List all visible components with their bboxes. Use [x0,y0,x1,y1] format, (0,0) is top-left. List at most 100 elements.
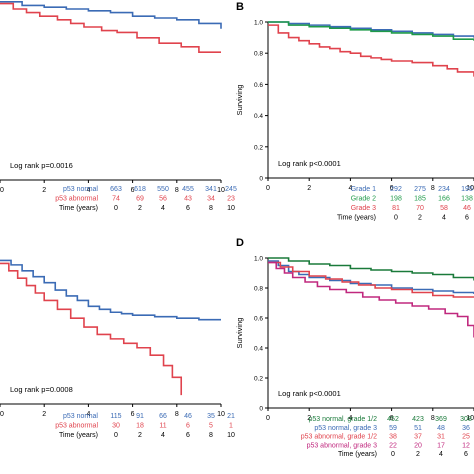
risk-table-time-value: 4 [442,215,446,222]
y-tick-label: 1.0 [254,256,263,263]
log-rank-annotation: Log rank p<0.0001 [278,159,341,168]
risk-table-value: 23 [227,196,235,203]
risk-table-value: 22 [389,442,397,449]
risk-table-label: Grade 2 [351,196,376,203]
x-tick-label: 2 [42,411,46,418]
risk-table-value: 17 [437,442,445,449]
risk-table-value: 31 [437,434,445,441]
risk-table-value: 11 [159,423,166,430]
risk-table-time-value: 4 [439,451,443,458]
y-tick-label: 0.2 [254,376,263,383]
risk-table-label: p53 normal [63,413,98,420]
risk-table-label: Grade 3 [351,205,376,212]
y-tick-label: 0.6 [254,82,263,89]
risk-table-time-value: 2 [416,451,420,458]
risk-table-time-value: 6 [186,205,190,212]
km-curve-p53-abnormal-grade-1-2 [268,261,474,298]
risk-table-time-label: Time (years) [59,205,98,212]
risk-table-label: Grade 1 [351,186,376,193]
risk-table-value: 245 [225,186,237,193]
y-tick-label: 1.0 [254,20,263,27]
risk-table-label: p53 abnormal [55,196,98,203]
y-axis-label: Surviving [235,318,244,349]
risk-table-value: 198 [390,196,402,203]
x-tick-label: 2 [307,185,311,192]
risk-table-value: 58 [440,205,448,212]
risk-table-time-label: Time (years) [338,451,377,458]
km-curve-p53-abnormal-grade-3 [268,261,474,338]
risk-table-value: 423 [412,416,424,423]
risk-table-value: 59 [389,425,397,432]
risk-table-time-value: 0 [394,215,398,222]
risk-table-time-value: 6 [465,215,469,222]
risk-table-value: 234 [438,186,450,193]
risk-table-time-label: Time (years) [337,215,376,222]
log-rank-annotation: Log rank p<0.0001 [278,389,341,398]
x-tick-label: 6 [390,415,394,422]
risk-table-value: 46 [463,205,471,212]
x-tick-label: 4 [348,185,352,192]
risk-table-value: 308 [460,416,472,423]
risk-table-time-value: 0 [114,205,118,212]
risk-table-label: p53 normal [63,186,98,193]
log-rank-annotation: Log rank p=0.0008 [10,385,73,394]
risk-table-time-value: 6 [186,432,190,439]
x-tick-label: 0 [0,411,4,418]
risk-table-value: 6 [186,423,190,430]
x-tick-label: 0 [0,187,4,194]
risk-table-value: 5 [209,423,213,430]
risk-table-value: 30 [112,423,120,430]
risk-table-value: 452 [387,416,399,423]
risk-table-label: p53 abnormal, grade 3 [307,442,378,449]
risk-table-value: 46 [184,413,192,420]
risk-table-label: p53 normal, grade 1/2 [309,416,378,423]
risk-table-time-value: 10 [227,205,235,212]
x-tick-label: 6 [390,185,394,192]
risk-table-value: 115 [110,413,121,420]
risk-table-value: 37 [414,434,422,441]
km-curve-p53-abnormal [0,2,221,53]
x-tick-label: 2 [307,415,311,422]
risk-table-time-value: 10 [227,432,235,439]
risk-table-value: 618 [134,186,146,193]
risk-table-value: 663 [110,186,122,193]
risk-table-value: 74 [112,196,120,203]
risk-table-value: 185 [414,196,426,203]
km-curve-grade-2 [268,21,474,41]
risk-table-value: 138 [461,196,473,203]
risk-table-time-value: 0 [391,451,395,458]
risk-table-time-label: Time (years) [59,432,98,439]
risk-table-value: 43 [184,196,192,203]
risk-table-value: 56 [159,196,167,203]
y-axis-label: Surviving [235,85,244,116]
risk-table-time-value: 6 [464,451,468,458]
risk-table-value: 66 [159,413,167,420]
x-tick-label: 8 [431,185,435,192]
risk-table-time-value: 4 [161,432,165,439]
risk-table-value: 25 [462,434,470,441]
x-tick-label: 4 [348,415,352,422]
y-tick-label: 0 [259,176,263,183]
x-tick-label: 6 [131,411,135,418]
risk-table-time-value: 8 [209,432,213,439]
x-tick-label: 8 [175,411,179,418]
risk-table-value: 455 [182,186,194,193]
y-tick-label: 0.8 [254,51,263,58]
km-curve-grade-3 [268,24,474,77]
risk-table-label: p53 abnormal [55,423,98,430]
x-tick-label: 2 [42,187,46,194]
risk-table-value: 12 [462,442,470,449]
risk-table-value: 275 [414,186,426,193]
x-tick-label: 10 [466,415,474,422]
x-tick-label: 4 [86,187,90,194]
x-tick-label: 10 [466,185,474,192]
risk-table-value: 369 [435,416,447,423]
km-curve-p53-normal [0,1,222,29]
x-tick-label: 6 [131,187,135,194]
x-tick-label: 8 [175,187,179,194]
risk-table-time-value: 4 [161,205,165,212]
risk-table-value: 292 [390,186,402,193]
x-tick-label: 8 [431,415,435,422]
km-curve-p53-abnormal [0,262,183,396]
